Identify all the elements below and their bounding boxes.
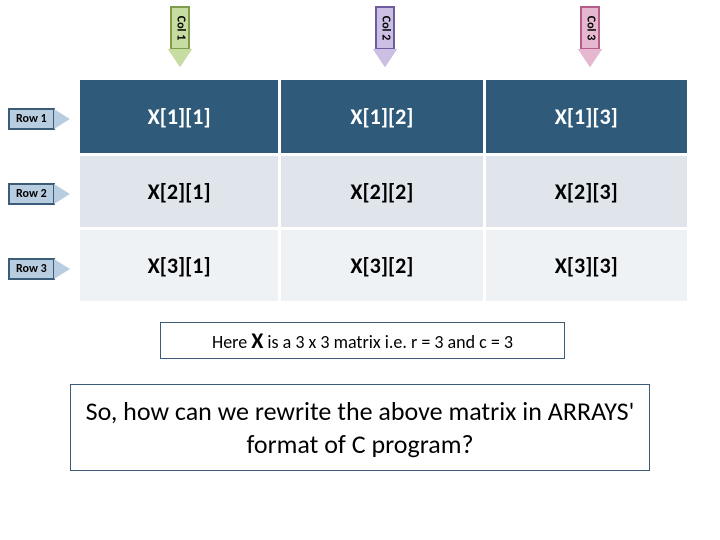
- col-header-box: Col 3: [580, 6, 600, 50]
- row-header-label: Row 3: [16, 262, 47, 276]
- table-row: X[3][1] X[3][2] X[3][3]: [80, 228, 689, 302]
- caption-matrix-size: Here X is a 3 x 3 matrix i.e. r = 3 and …: [160, 322, 565, 359]
- matrix-table: X[1][1] X[1][2] X[1][3] X[2][1] X[2][2] …: [80, 80, 690, 304]
- table-row: X[1][1] X[1][2] X[1][3]: [80, 80, 689, 154]
- row-header-label: Row 1: [16, 112, 47, 126]
- matrix-cell: X[2][3]: [484, 154, 688, 228]
- caption-question: So, how can we rewrite the above matrix …: [70, 384, 650, 471]
- row-header-3: Row 3: [8, 255, 70, 283]
- col-header-box: Col 2: [375, 6, 395, 50]
- caption-prefix: Here: [212, 331, 251, 353]
- table-row: X[2][1] X[2][2] X[2][3]: [80, 154, 689, 228]
- arrow-down-icon: [578, 49, 602, 67]
- arrow-right-icon: [54, 259, 70, 279]
- row-header-box: Row 2: [8, 183, 55, 205]
- arrow-right-icon: [54, 184, 70, 204]
- matrix-cell: X[3][3]: [484, 228, 688, 302]
- matrix-cell: X[2][2]: [280, 154, 484, 228]
- matrix-cell: X[1][2]: [280, 80, 484, 154]
- row-header-box: Row 1: [8, 108, 55, 130]
- caption-x: X: [251, 327, 263, 354]
- matrix-cell: X[3][1]: [80, 228, 280, 302]
- col-header-1: Col 1: [160, 6, 200, 76]
- row-header-2: Row 2: [8, 180, 70, 208]
- row-header-1: Row 1: [8, 105, 70, 133]
- matrix-cell: X[3][2]: [280, 228, 484, 302]
- matrix-cell: X[1][1]: [80, 80, 280, 154]
- arrow-down-icon: [373, 49, 397, 67]
- col-header-label: Col 1: [173, 16, 187, 41]
- row-header-box: Row 3: [8, 258, 55, 280]
- matrix-cell: X[2][1]: [80, 154, 280, 228]
- col-header-label: Col 3: [583, 16, 597, 41]
- matrix-cell: X[1][3]: [484, 80, 688, 154]
- col-header-3: Col 3: [570, 6, 610, 76]
- arrow-right-icon: [54, 109, 70, 129]
- col-header-2: Col 2: [365, 6, 405, 76]
- col-header-box: Col 1: [170, 6, 190, 50]
- row-header-label: Row 2: [16, 187, 47, 201]
- arrow-down-icon: [168, 49, 192, 67]
- col-header-label: Col 2: [378, 16, 392, 41]
- caption-suffix: is a 3 x 3 matrix i.e. r = 3 and c = 3: [263, 331, 513, 353]
